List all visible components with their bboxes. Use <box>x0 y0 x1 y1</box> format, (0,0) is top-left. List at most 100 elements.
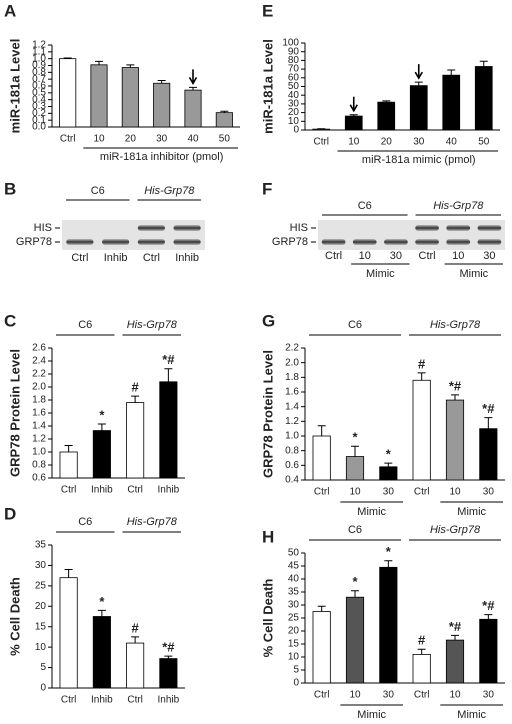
y-tick-label: 0.2 <box>32 108 46 119</box>
panel-label: H <box>262 527 274 546</box>
x-tick-label: Ctrl <box>127 485 143 496</box>
y-tick-label: 10 <box>288 652 300 663</box>
panel-label: E <box>262 1 273 20</box>
x-tick-label: 30 <box>383 487 395 498</box>
y-tick-label: 40 <box>288 574 300 585</box>
error-bar <box>484 417 493 429</box>
error-bar <box>349 114 358 117</box>
y-tick-label: 0.6 <box>32 473 46 484</box>
bar <box>442 74 461 131</box>
y-tick-label: 1.0 <box>285 431 299 442</box>
x-tick-label: Ctrl <box>60 134 76 145</box>
x-tick-label: 30 <box>156 134 168 145</box>
band <box>66 239 94 245</box>
y-tick-label: 80 <box>288 55 300 66</box>
arrow <box>414 64 423 80</box>
x-tick-label: Inhib <box>158 695 180 706</box>
y-axis-title: miR-181a Level <box>260 39 275 134</box>
bar <box>479 428 498 481</box>
y-tick-label: 0.4 <box>32 94 46 105</box>
significance-label: * <box>99 594 105 609</box>
group-label: C6 <box>91 185 105 197</box>
y-axis-title: % Cell Death <box>7 577 22 656</box>
bracket-label: Mimic <box>357 709 386 721</box>
panel-label: A <box>4 1 16 20</box>
x-tick-label: 10 <box>449 487 461 498</box>
significance-label: * <box>99 407 105 422</box>
bar <box>59 58 77 128</box>
y-tick-label: 2.6 <box>32 343 46 354</box>
error-bar <box>317 425 326 436</box>
band <box>415 225 439 231</box>
y-tick-label: 0.0 <box>32 122 46 133</box>
y-axis-title: miR-181a Level <box>7 39 22 134</box>
error-bar <box>417 648 426 655</box>
y-tick-label: 30 <box>288 600 300 611</box>
x-tick-label: 10 <box>349 690 361 701</box>
y-tick-label: 2.4 <box>32 356 46 367</box>
significance-label: # <box>418 633 426 648</box>
error-bar <box>351 445 359 457</box>
significance-label: *# <box>482 401 495 416</box>
error-bar <box>479 60 488 67</box>
y-tick-label: 1.8 <box>285 372 299 383</box>
error-bar <box>414 81 423 86</box>
error-bar <box>97 423 106 431</box>
y-tick-label: 70 <box>288 64 300 75</box>
bar <box>153 82 171 128</box>
group-label: C6 <box>348 319 362 331</box>
x-tick-label: Ctrl <box>61 485 77 496</box>
bar <box>479 618 498 684</box>
lane-label: Inhib <box>104 252 128 264</box>
bracket-label: Mimic <box>459 268 488 280</box>
y-tick-label: 1.1 <box>32 46 46 57</box>
significance-label: # <box>132 620 140 635</box>
bar <box>345 456 365 481</box>
y-tick-label: 45 <box>288 561 300 572</box>
x-tick-label: 40 <box>187 134 199 145</box>
y-tick-label: 15 <box>288 639 300 650</box>
y-axis-title: GRP78 Protein Level <box>7 349 22 477</box>
bar <box>92 430 111 479</box>
bar <box>59 577 78 689</box>
bracket-label: Mimic <box>366 268 395 280</box>
significance-label: *# <box>162 352 175 367</box>
arrow <box>349 96 358 113</box>
error-bar <box>382 100 391 103</box>
group-label: C6 <box>358 200 372 212</box>
x-axis-title: miR-181a inhibitor (pmol) <box>100 151 224 163</box>
bar <box>445 639 465 684</box>
error-bar <box>189 86 197 91</box>
significance-label: # <box>132 380 140 395</box>
y-tick-label: 20 <box>288 107 300 118</box>
bracket-label: Mimic <box>457 709 486 721</box>
lane-label: Ctrl <box>419 250 436 262</box>
y-tick-label: 20 <box>35 601 47 612</box>
band <box>446 225 471 231</box>
x-tick-label: 10 <box>93 134 105 145</box>
error-bar <box>220 110 229 113</box>
error-bar <box>131 636 140 644</box>
error-bar <box>126 64 135 68</box>
band <box>102 239 130 245</box>
y-tick-label: 1.8 <box>32 395 46 406</box>
y-tick-label: 50 <box>288 81 300 92</box>
significance-label: * <box>352 430 358 445</box>
significance-label: *# <box>449 378 462 393</box>
band <box>173 239 201 245</box>
error-bar <box>384 560 393 568</box>
y-tick-label: 0.6 <box>32 81 46 92</box>
panel-label: F <box>262 179 272 198</box>
lane-label: 30 <box>390 250 402 262</box>
y-tick-label: 1.4 <box>285 401 299 412</box>
error-bar <box>95 60 103 65</box>
y-tick-label: 5 <box>293 665 299 676</box>
bar <box>184 89 202 128</box>
error-bar <box>64 569 73 578</box>
x-tick-label: Ctrl <box>61 695 77 706</box>
y-tick-label: 0 <box>293 678 299 689</box>
lane-label: Ctrl <box>71 252 88 264</box>
significance-label: * <box>352 574 358 589</box>
error-bar <box>64 445 73 452</box>
